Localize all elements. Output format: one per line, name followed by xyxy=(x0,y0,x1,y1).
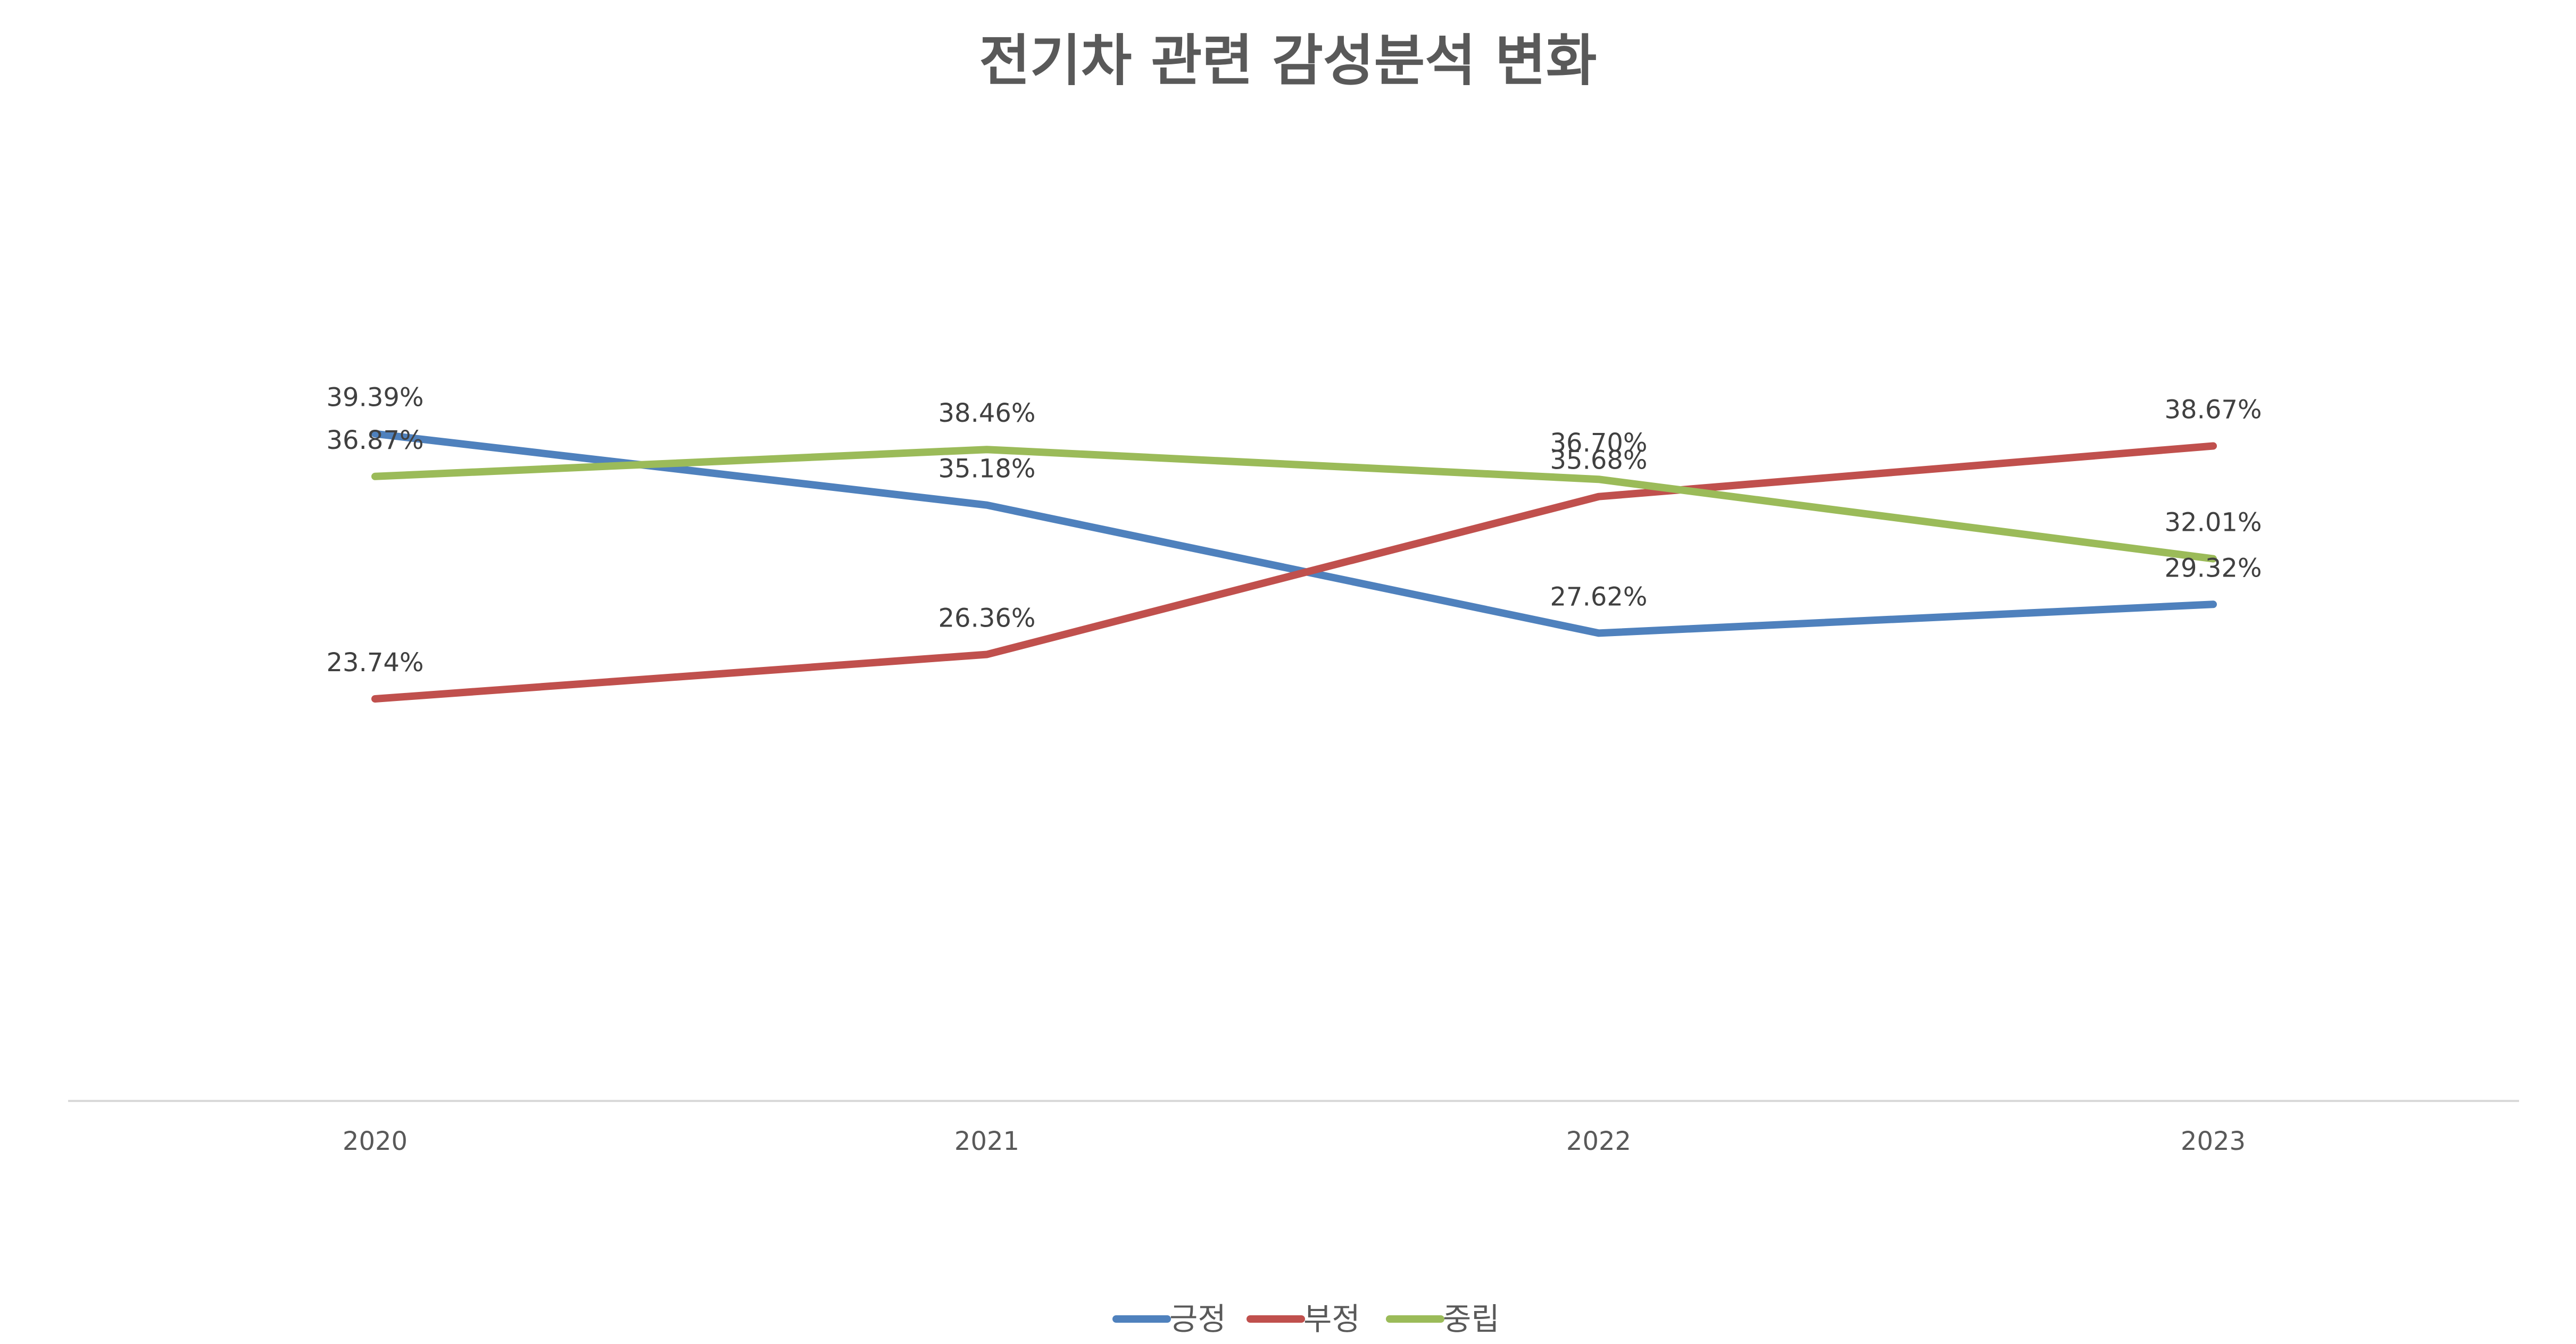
x-tick-label: 2020 xyxy=(343,1126,408,1156)
data-label: 38.67% xyxy=(2164,395,2262,425)
legend-label-1: 긍정 xyxy=(1169,1301,1226,1337)
x-tick-label: 2021 xyxy=(954,1126,1019,1156)
chart-title: 전기차 관련 감성분석 변화 xyxy=(979,28,1597,93)
legend-label-3: 중립 xyxy=(1443,1301,1500,1337)
x-tick-label: 2022 xyxy=(1566,1126,1631,1156)
data-label: 32.01% xyxy=(2164,508,2262,538)
data-label: 36.70% xyxy=(1550,428,1647,458)
data-label: 29.32% xyxy=(2164,553,2262,583)
data-label: 26.36% xyxy=(938,604,1035,633)
data-label: 38.46% xyxy=(938,398,1035,428)
data-label: 23.74% xyxy=(326,648,423,678)
data-label: 35.18% xyxy=(938,454,1035,484)
data-label: 39.39% xyxy=(326,383,423,413)
data-label: 36.87% xyxy=(326,425,423,455)
data-label: 27.62% xyxy=(1550,582,1647,612)
legend-label-2: 부정 xyxy=(1303,1301,1360,1337)
x-tick-label: 2023 xyxy=(2181,1126,2246,1156)
